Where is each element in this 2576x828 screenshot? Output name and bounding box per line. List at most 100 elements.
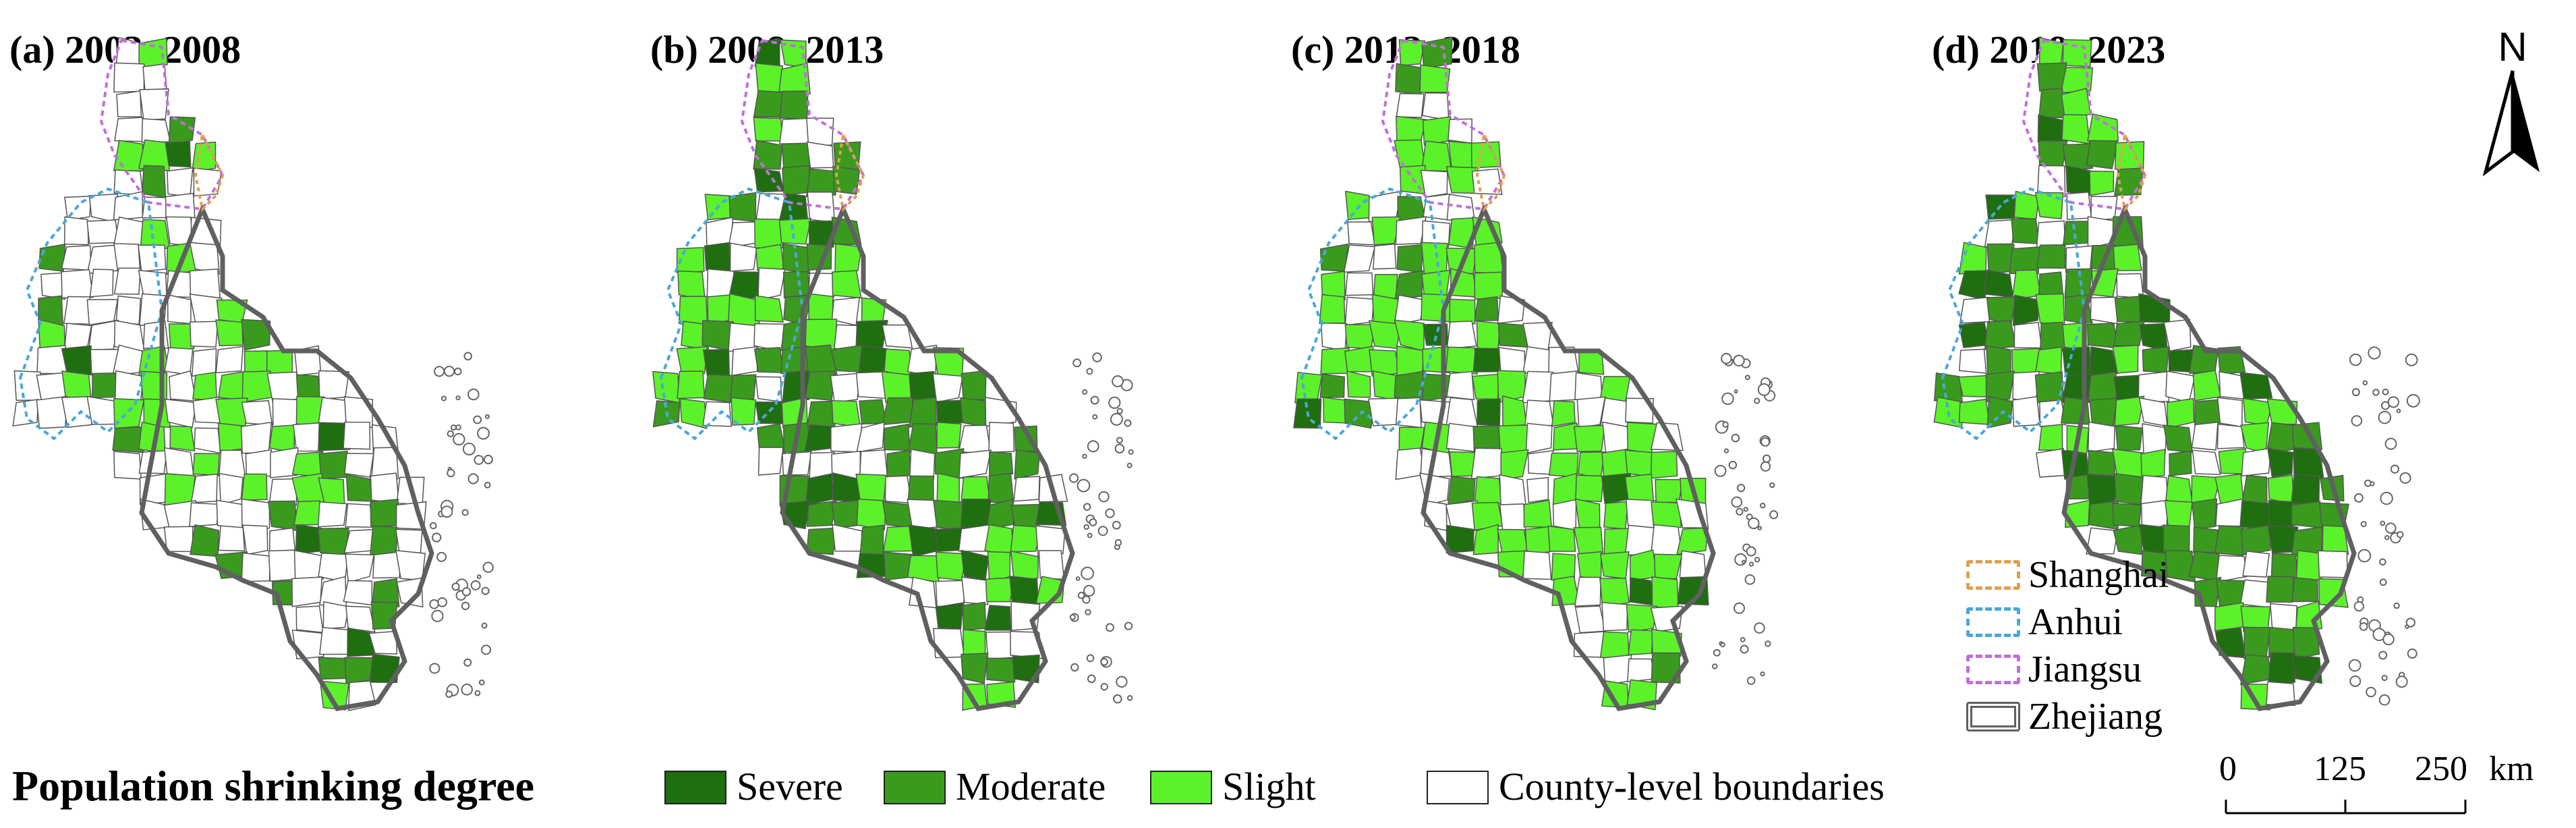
county-polygon [806, 527, 838, 555]
county-polygon [88, 319, 119, 351]
county-polygon [164, 473, 196, 506]
county-polygon [1653, 553, 1683, 580]
county-polygon [61, 269, 94, 299]
county-polygon [141, 165, 167, 198]
county-polygon [2113, 320, 2145, 347]
county-polygon [347, 627, 375, 657]
island-shape [430, 522, 437, 530]
county-polygon [1396, 346, 1425, 376]
county-polygon [936, 472, 960, 504]
island-shape [1068, 473, 1079, 483]
island-shape [440, 505, 453, 518]
island-shape [1769, 510, 1779, 520]
county-polygon [1474, 476, 1502, 505]
county-polygon [988, 451, 1014, 478]
county-polygon [2138, 524, 2167, 554]
county-polygon [370, 472, 400, 504]
island-shape [432, 532, 442, 543]
map-panel-a: (a) 2003–2008 [0, 0, 634, 742]
island-shape [1082, 389, 1088, 395]
island-shape [478, 679, 485, 686]
island-shape [2407, 648, 2417, 659]
county-polygon [2140, 449, 2166, 478]
island-shape [1734, 389, 1738, 394]
island-shape [1083, 524, 1089, 530]
county-polygon [368, 630, 398, 655]
county-polygon [295, 605, 324, 634]
county-polygon [1471, 373, 1499, 400]
county-polygon [2291, 577, 2319, 603]
island-shape [1098, 491, 1110, 503]
island-shape [2385, 522, 2397, 534]
county-polygon [859, 524, 884, 557]
county-polygon [753, 218, 784, 249]
county-polygon [881, 397, 914, 426]
legend-label-slight: Slight [1222, 765, 1316, 808]
county-polygon [779, 90, 809, 120]
island-shape [1126, 695, 1133, 701]
province-legend-item: Shanghai [1966, 553, 2182, 596]
county-polygon [2217, 346, 2246, 375]
province-legend: Shanghai Anhui Jiangsu Zhejiang [1966, 553, 2182, 756]
island-shape [2380, 520, 2386, 526]
island-shape [2399, 472, 2411, 484]
island-shape [1092, 352, 1102, 362]
province-legend-item: Zhejiang [1966, 695, 2182, 738]
county-polygon [1599, 631, 1630, 660]
county-polygon [985, 577, 1016, 603]
county-polygon [1958, 321, 1990, 349]
county-polygon [1448, 118, 1472, 144]
county-polygon [2113, 244, 2142, 271]
county-polygon [958, 449, 992, 479]
county-polygon [987, 551, 1011, 582]
county-polygon [1574, 576, 1601, 607]
province-swatch [1966, 607, 2020, 637]
county-polygon [1419, 64, 1451, 93]
island-shape [1113, 694, 1122, 704]
county-polygon [1476, 320, 1501, 352]
county-polygon [1446, 321, 1477, 350]
island-shape [2378, 694, 2391, 706]
island-shape [1721, 392, 1734, 406]
county-polygon [2089, 397, 2117, 426]
county-polygon [1398, 39, 1426, 67]
county-polygon [1395, 216, 1427, 245]
island-shape [477, 426, 490, 440]
county-polygon [2291, 474, 2320, 506]
island-shape [1754, 557, 1761, 563]
county-polygon [1629, 549, 1658, 582]
county-polygon [1319, 294, 1346, 324]
county-polygon [113, 62, 145, 93]
province-boundary [2061, 202, 2357, 711]
legend-swatch-county [1427, 771, 1489, 804]
county-polygon [932, 372, 964, 403]
county-polygon [1371, 216, 1401, 246]
region-map [1933, 36, 2420, 711]
county-polygon [2088, 421, 2115, 453]
island-shape [1754, 622, 1765, 634]
island-shape [450, 424, 457, 431]
island-shape [2362, 380, 2368, 385]
island-shape [484, 481, 491, 489]
island-shape [2387, 396, 2400, 408]
island-shape [1085, 609, 1091, 615]
county-polygon [2012, 294, 2039, 327]
county-polygon [834, 243, 863, 275]
island-shape [1077, 478, 1091, 493]
county-polygon [272, 397, 299, 429]
county-polygon [2113, 524, 2143, 555]
island-shape [2349, 675, 2362, 687]
county-polygon [268, 549, 297, 582]
island-shape [461, 684, 474, 696]
county-polygon [731, 346, 758, 377]
county-polygon [215, 319, 244, 347]
county-polygon [2191, 421, 2219, 451]
county-polygon [985, 499, 1014, 530]
island-shape [2378, 410, 2392, 424]
island-shape [2348, 659, 2362, 672]
island-shape [451, 582, 460, 591]
island-shape [484, 414, 490, 419]
island-shape [1769, 482, 1775, 489]
scale-bar: 0 125 250 km [2219, 749, 2570, 823]
county-polygon [936, 399, 965, 426]
